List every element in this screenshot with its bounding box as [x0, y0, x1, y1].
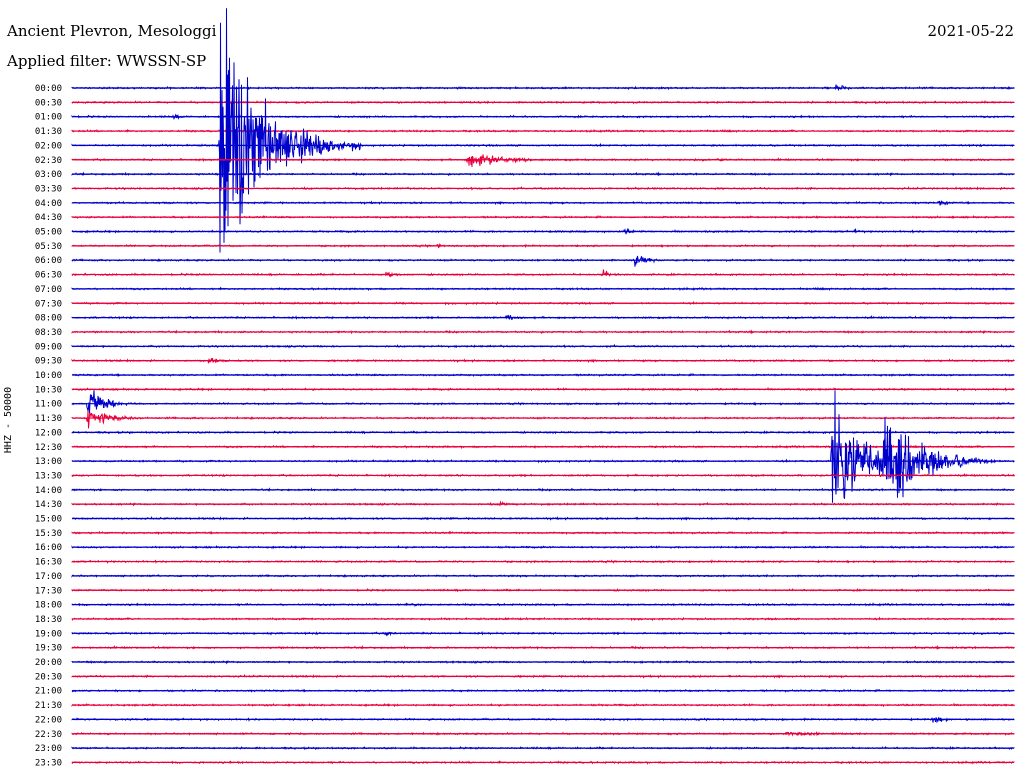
row-time-label: 21:30	[35, 701, 62, 711]
row-time-label: 16:30	[35, 558, 62, 568]
row-time-label: 03:30	[35, 184, 62, 194]
row-time-label: 05:30	[35, 242, 62, 252]
filter-label: Applied filter: WWSSN-SP	[7, 52, 207, 70]
date-label: 2021-05-22	[927, 22, 1014, 40]
row-time-label: 00:30	[35, 98, 62, 108]
row-time-label: 07:30	[35, 299, 62, 309]
row-time-label: 22:00	[35, 715, 62, 725]
row-time-label: 15:00	[35, 515, 62, 525]
row-time-label: 20:30	[35, 672, 62, 682]
row-time-label: 06:30	[35, 271, 62, 281]
row-time-label: 11:30	[35, 414, 62, 424]
row-time-label: 09:00	[35, 342, 62, 352]
row-time-label: 02:30	[35, 156, 62, 166]
row-time-label: 22:30	[35, 730, 62, 740]
row-time-label: 01:30	[35, 127, 62, 137]
row-time-label: 20:00	[35, 658, 62, 668]
row-time-label: 04:30	[35, 213, 62, 223]
row-time-label: 17:00	[35, 572, 62, 582]
row-time-label: 19:00	[35, 629, 62, 639]
row-time-label: 14:30	[35, 500, 62, 510]
row-time-label: 12:30	[35, 443, 62, 453]
row-time-label: 03:00	[35, 170, 62, 180]
row-time-label: 04:00	[35, 199, 62, 209]
trace-row	[71, 255, 1015, 267]
row-time-label: 12:00	[35, 428, 62, 438]
trace-row	[71, 269, 1015, 278]
row-time-label: 15:30	[35, 529, 62, 539]
trace-row	[71, 84, 1015, 92]
row-time-label: 13:00	[35, 457, 62, 467]
row-time-label: 07:00	[35, 285, 62, 295]
row-time-label: 08:30	[35, 328, 62, 338]
row-time-label: 05:00	[35, 228, 62, 238]
row-time-label: 23:30	[35, 758, 62, 768]
row-time-label: 10:00	[35, 371, 62, 381]
row-time-label: 18:00	[35, 601, 62, 611]
row-time-label: 21:00	[35, 687, 62, 697]
row-time-label: 23:00	[35, 744, 62, 754]
row-time-label: 09:30	[35, 357, 62, 367]
trace-row	[71, 410, 1015, 429]
row-time-label: 17:30	[35, 586, 62, 596]
row-time-label: 02:00	[35, 141, 62, 151]
trace-row	[71, 154, 1015, 168]
row-time-label: 14:00	[35, 486, 62, 496]
row-time-label: 01:00	[35, 113, 62, 123]
trace-row	[71, 390, 1015, 414]
row-time-label: 00:00	[35, 84, 62, 94]
row-time-label: 06:00	[35, 256, 62, 266]
row-time-label: 16:00	[35, 543, 62, 553]
row-time-label: 11:00	[35, 400, 62, 410]
row-time-label: 08:00	[35, 314, 62, 324]
row-time-label: 13:30	[35, 471, 62, 481]
row-time-label: 18:30	[35, 615, 62, 625]
row-time-label: 10:30	[35, 385, 62, 395]
station-title: Ancient Plevron, Mesologgi	[7, 22, 217, 40]
trace-row	[71, 716, 1015, 724]
row-time-label: 19:30	[35, 644, 62, 654]
